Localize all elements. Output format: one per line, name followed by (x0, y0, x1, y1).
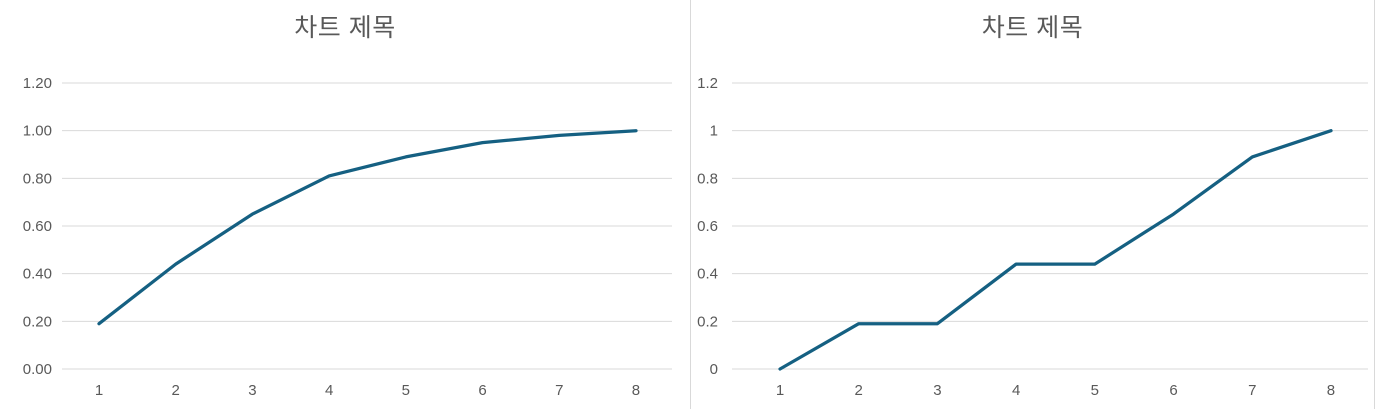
y-tick-label: 1.20 (23, 75, 52, 92)
x-tick-label: 4 (1012, 382, 1020, 399)
x-tick-label: 6 (478, 382, 486, 399)
x-tick-label: 7 (1248, 382, 1256, 399)
y-tick-label: 0.2 (697, 313, 718, 330)
y-tick-label: 1 (710, 123, 718, 140)
y-tick-label: 0.60 (23, 218, 52, 235)
chart-panel-right[interactable]: 0 0.2 0.4 0.6 0.8 1 1.2 1 2 3 4 5 6 7 8 차트 제목 (691, 0, 1375, 409)
y-tick-label: 0.6 (697, 218, 718, 235)
x-tick-label: 3 (248, 382, 256, 399)
chart-title-left: 차트 제목 (294, 14, 396, 42)
y-tick-label: 1.00 (23, 123, 52, 140)
chart-panel-left[interactable]: 0.00 0.20 0.40 0.60 0.80 1.00 1.20 1 2 3 4 5 6 7 8 차트 … (0, 0, 691, 409)
y-tick-label: 1.2 (697, 75, 718, 92)
x-tick-label: 3 (933, 382, 941, 399)
x-tick-label: 2 (855, 382, 863, 399)
y-tick-label: 0 (710, 361, 718, 378)
chart-title-right: 차트 제목 (981, 14, 1084, 42)
x-tick-label: 5 (402, 382, 410, 399)
x-tick-label: 5 (1091, 382, 1099, 399)
x-tick-label: 8 (632, 382, 640, 399)
y-tick-label: 0.80 (23, 170, 52, 187)
x-tick-label: 1 (95, 382, 103, 399)
x-tick-label: 8 (1327, 382, 1335, 399)
x-tick-label: 7 (555, 382, 563, 399)
series-line (97, 129, 638, 326)
y-tick-label: 0.4 (697, 266, 718, 283)
line-chart-left: 0.00 0.20 0.40 0.60 0.80 1.00 1.20 1 2 3 4 5 6 7 8 (23, 75, 672, 399)
y-tick-label: 0.40 (23, 266, 52, 283)
y-tick-label: 0.00 (23, 361, 52, 378)
x-tick-label: 1 (776, 382, 784, 399)
x-tick-label: 6 (1169, 382, 1177, 399)
y-tick-label: 0.8 (697, 170, 718, 187)
x-tick-label: 4 (325, 382, 333, 399)
line-chart-right: 0 0.2 0.4 0.6 0.8 1 1.2 1 2 3 4 5 6 7 8 (697, 75, 1368, 399)
y-tick-label: 0.20 (23, 313, 52, 330)
series-line (778, 129, 1333, 371)
x-tick-label: 2 (172, 382, 180, 399)
